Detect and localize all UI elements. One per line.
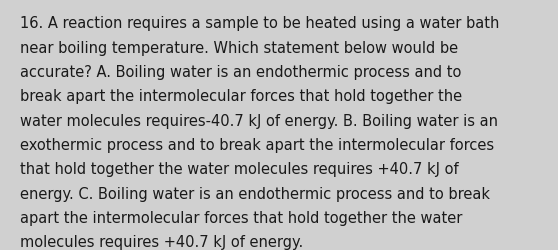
Text: accurate? A. Boiling water is an endothermic process and to: accurate? A. Boiling water is an endothe…	[20, 65, 461, 80]
Text: 16. A reaction requires a sample to be heated using a water bath: 16. A reaction requires a sample to be h…	[20, 16, 499, 31]
Text: break apart the intermolecular forces that hold together the: break apart the intermolecular forces th…	[20, 89, 462, 104]
Text: molecules requires +40.7 kJ of energy.: molecules requires +40.7 kJ of energy.	[20, 234, 304, 250]
Text: that hold together the water molecules requires +40.7 kJ of: that hold together the water molecules r…	[20, 162, 459, 177]
Text: energy. C. Boiling water is an endothermic process and to break: energy. C. Boiling water is an endotherm…	[20, 186, 490, 201]
Text: apart the intermolecular forces that hold together the water: apart the intermolecular forces that hol…	[20, 210, 463, 225]
Text: near boiling temperature. Which statement below would be: near boiling temperature. Which statemen…	[20, 40, 458, 56]
Text: water molecules requires-40.7 kJ of energy. B. Boiling water is an: water molecules requires-40.7 kJ of ener…	[20, 113, 498, 128]
Text: exothermic process and to break apart the intermolecular forces: exothermic process and to break apart th…	[20, 138, 494, 152]
